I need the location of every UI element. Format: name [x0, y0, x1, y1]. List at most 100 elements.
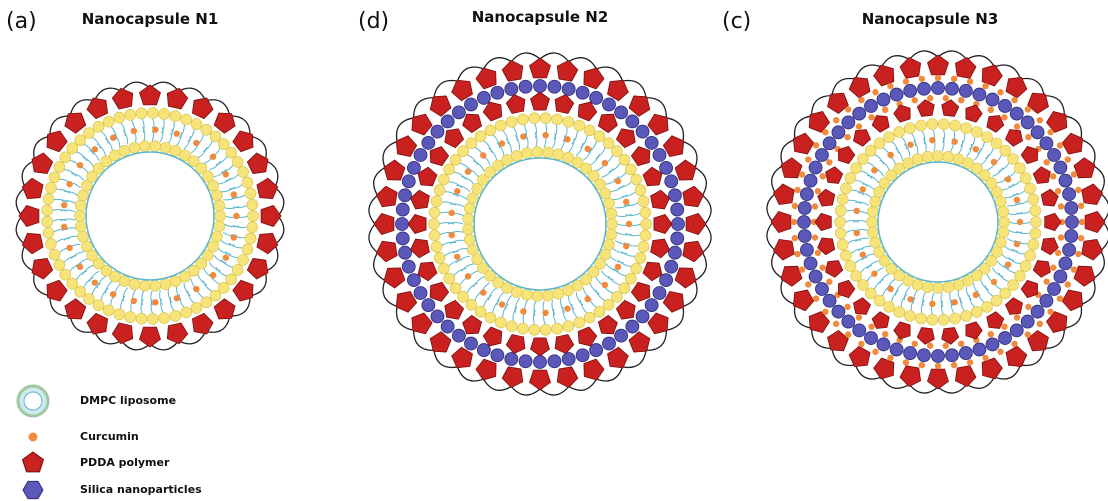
- curcumin: [1065, 281, 1071, 287]
- lipid-head: [991, 295, 1002, 306]
- lipid-head: [147, 313, 158, 324]
- lipid-head: [431, 196, 442, 207]
- curcumin: [845, 106, 851, 112]
- silica: [396, 232, 409, 245]
- curcumin: [912, 341, 918, 347]
- lipid-head: [625, 273, 636, 284]
- silica: [959, 84, 972, 97]
- lipid-head: [961, 310, 972, 321]
- silica: [973, 88, 986, 101]
- curcumin: [77, 264, 83, 270]
- silica: [431, 310, 444, 323]
- lipid-head: [232, 264, 243, 275]
- lipid-head: [434, 185, 445, 196]
- silica: [853, 324, 866, 337]
- panel-label: (c): [722, 9, 751, 34]
- lipid-head: [81, 241, 92, 252]
- silica: [832, 126, 845, 139]
- curcumin: [805, 281, 811, 287]
- silica: [548, 80, 561, 93]
- panel-title: Nanocapsule N2: [472, 8, 609, 26]
- silica: [800, 243, 813, 256]
- curcumin: [615, 178, 621, 184]
- silica: [603, 337, 616, 350]
- lipid-head: [444, 273, 455, 284]
- curcumin: [1050, 264, 1056, 270]
- silica: [1066, 216, 1079, 229]
- silica: [519, 355, 532, 368]
- silica: [626, 320, 639, 333]
- lipid-head: [75, 211, 86, 222]
- curcumin: [982, 83, 988, 89]
- silica: [890, 88, 903, 101]
- silica: [452, 106, 465, 119]
- lipid-head: [191, 302, 202, 313]
- silica: [1054, 270, 1067, 283]
- silica: [477, 91, 490, 104]
- silica: [590, 91, 603, 104]
- curcumin: [1047, 309, 1053, 315]
- curcumin: [193, 286, 199, 292]
- curcumin: [61, 224, 67, 230]
- silica: [491, 86, 504, 99]
- lipid-head: [943, 282, 954, 293]
- lipid-head: [242, 244, 253, 255]
- lipid-head: [434, 252, 445, 263]
- silica: [402, 175, 415, 188]
- lipid-head: [1030, 228, 1041, 239]
- silica: [452, 329, 465, 342]
- lipid-head: [867, 217, 878, 228]
- silica: [865, 99, 878, 112]
- lipid-head: [532, 290, 543, 301]
- curcumin: [991, 279, 997, 285]
- silica: [645, 299, 658, 312]
- curcumin: [1043, 279, 1049, 285]
- curcumin: [210, 154, 216, 160]
- panel-label: (a): [6, 9, 37, 34]
- lipid-head: [995, 196, 1006, 207]
- lipid-head: [594, 131, 605, 142]
- curcumin: [907, 142, 913, 148]
- curcumin: [872, 89, 878, 95]
- curcumin: [888, 286, 894, 292]
- curcumin: [794, 251, 800, 257]
- silica: [1010, 324, 1023, 337]
- curcumin: [844, 134, 850, 140]
- silica: [798, 216, 811, 229]
- curcumin: [1050, 173, 1056, 179]
- lipid-head: [971, 127, 982, 138]
- lipid-head: [238, 167, 249, 178]
- lipid-head: [458, 146, 469, 157]
- curcumin: [943, 95, 949, 101]
- silica: [932, 82, 945, 95]
- lipid-head: [584, 125, 595, 136]
- lipid-head: [851, 270, 862, 281]
- curcumin: [584, 146, 590, 152]
- lipid-head: [78, 190, 89, 201]
- silica: [477, 344, 490, 357]
- curcumin: [92, 146, 98, 152]
- curcumin: [1078, 203, 1084, 209]
- lipid-head: [60, 269, 71, 280]
- core: [86, 152, 214, 280]
- lipid-head: [485, 125, 496, 136]
- lipid-head: [1014, 163, 1025, 174]
- curcumin: [623, 199, 629, 205]
- lipid-head: [170, 310, 181, 321]
- curcumin: [1014, 197, 1020, 203]
- silica: [653, 287, 666, 300]
- lipid-head: [75, 135, 86, 146]
- lipid-head: [49, 172, 60, 183]
- lipid-head: [529, 324, 540, 335]
- lipid-head: [603, 138, 614, 149]
- curcumin: [1079, 219, 1085, 225]
- lipid-head: [998, 227, 1009, 238]
- lipid-head: [232, 157, 243, 168]
- curcumin: [454, 254, 460, 260]
- lipid-head: [136, 108, 147, 119]
- curcumin: [1058, 203, 1064, 209]
- curcumin: [988, 331, 994, 337]
- lipid-head: [933, 151, 944, 162]
- curcumin: [1055, 188, 1061, 194]
- lipid-head: [1014, 270, 1025, 281]
